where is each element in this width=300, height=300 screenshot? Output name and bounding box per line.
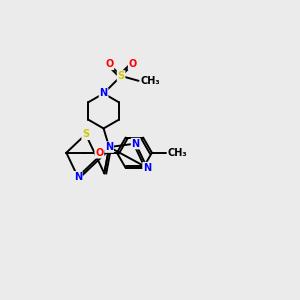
Text: O: O — [105, 59, 113, 69]
Text: O: O — [129, 59, 137, 69]
Text: N: N — [132, 139, 140, 148]
Text: S: S — [82, 129, 89, 139]
Text: N: N — [100, 88, 108, 98]
Text: S: S — [118, 71, 124, 81]
Text: CH₃: CH₃ — [167, 148, 187, 158]
Text: N: N — [74, 172, 82, 182]
Text: N: N — [105, 142, 113, 152]
Text: CH₃: CH₃ — [140, 76, 160, 86]
Text: O: O — [95, 148, 104, 158]
Text: N: N — [143, 163, 151, 173]
